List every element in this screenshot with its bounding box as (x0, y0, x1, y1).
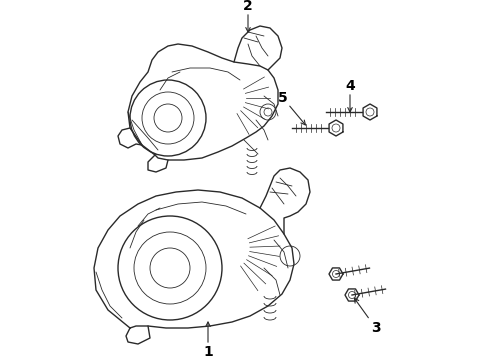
Text: 1: 1 (203, 345, 213, 359)
Text: 2: 2 (243, 0, 253, 13)
Text: 3: 3 (371, 321, 381, 335)
Text: 5: 5 (278, 91, 288, 105)
Text: 4: 4 (345, 79, 355, 93)
